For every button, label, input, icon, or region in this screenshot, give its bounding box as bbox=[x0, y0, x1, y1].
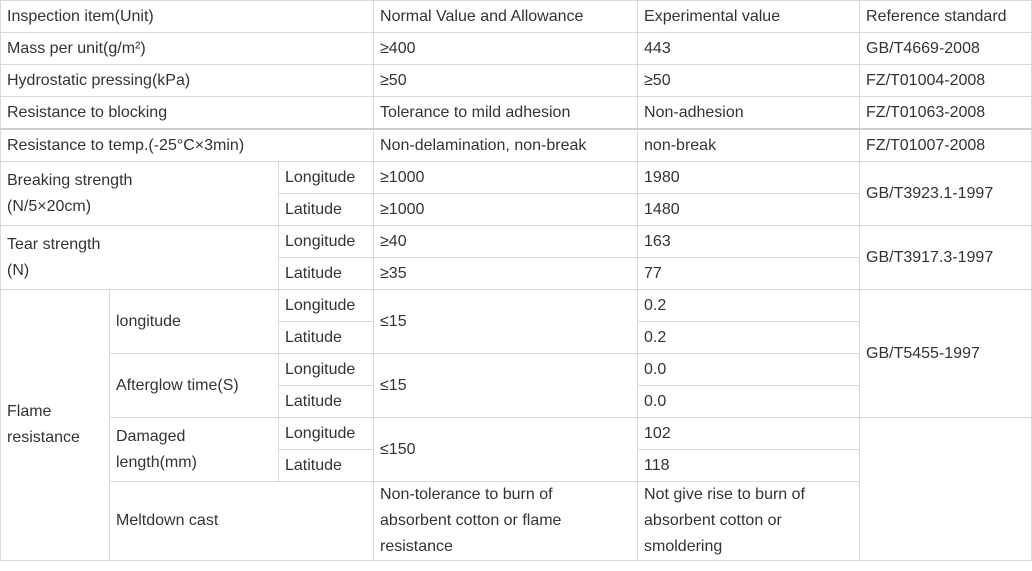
temp-value: non-break bbox=[637, 128, 861, 162]
breaking-normal-latitude: ≥1000 bbox=[373, 193, 639, 226]
blocking-standard: FZ/T01063-2008 bbox=[859, 96, 1032, 130]
temp-label: Resistance to temp.(-25°C×3min) bbox=[0, 128, 375, 162]
damaged-label: Damaged length(mm) bbox=[109, 417, 279, 482]
afterglow-value-1: 0.0 bbox=[637, 353, 861, 386]
breaking-label: Breaking strength (N/5×20cm) bbox=[0, 161, 279, 226]
tear-row-longitude: Tear strength (N) Longitude ≥40 163 GB/T… bbox=[0, 225, 1032, 290]
meltdown-normal-line2: absorbent cotton or flame bbox=[380, 512, 562, 529]
header-experimental-value: Experimental value bbox=[637, 0, 861, 33]
blocking-label: Resistance to blocking bbox=[0, 96, 375, 130]
tear-label-line2: (N) bbox=[7, 261, 30, 279]
breaking-label-line2: (N/5×20cm) bbox=[7, 197, 92, 215]
flame-longitude-dir-1: Longitude bbox=[277, 289, 375, 322]
flame-longitude-row-2: Latitude 0.2 bbox=[1, 321, 1032, 354]
damaged-normal: ≤150 bbox=[373, 417, 639, 482]
breaking-dir-latitude: Latitude bbox=[277, 193, 375, 226]
header-inspection-item: Inspection item(Unit) bbox=[0, 0, 375, 33]
afterglow-row-1: Afterglow time(S) Longitude ≤15 0.0 bbox=[1, 353, 1032, 418]
afterglow-row-2: Latitude 0.0 bbox=[1, 385, 1032, 418]
breaking-value-latitude: 1480 bbox=[637, 193, 861, 226]
flame-longitude-row-1: Flame resistance longitude Longitude ≤15… bbox=[0, 289, 1032, 561]
flame-longitude-value-2: 0.2 bbox=[637, 321, 861, 354]
afterglow-normal: ≤15 bbox=[373, 353, 639, 418]
tear-normal-longitude: ≥40 bbox=[373, 225, 639, 258]
damaged-value-1: 102 bbox=[637, 417, 861, 450]
blocking-normal: Tolerance to mild adhesion bbox=[373, 96, 639, 130]
meltdown-value-line1: Not give rise to burn of bbox=[644, 486, 805, 503]
flame-longitude-normal: ≤15 bbox=[373, 289, 639, 354]
breaking-row-longitude: Breaking strength (N/5×20cm) Longitude ≥… bbox=[0, 161, 1032, 226]
meltdown-value-line2: absorbent cotton or bbox=[644, 512, 782, 529]
breaking-standard: GB/T3923.1-1997 bbox=[859, 161, 1032, 226]
hydro-standard: FZ/T01004-2008 bbox=[859, 64, 1032, 97]
flame-standard-empty bbox=[859, 417, 1032, 561]
tear-normal-latitude: ≥35 bbox=[373, 257, 639, 290]
header-normal-value: Normal Value and Allowance bbox=[373, 0, 639, 33]
flame-longitude-value-1: 0.2 bbox=[637, 289, 861, 322]
damaged-row-2: Latitude 118 bbox=[1, 449, 1032, 482]
meltdown-value: Not give rise to burn of absorbent cotto… bbox=[637, 481, 861, 561]
header-row: Inspection item(Unit) Normal Value and A… bbox=[0, 0, 1032, 33]
breaking-dir-longitude: Longitude bbox=[277, 161, 375, 194]
meltdown-label: Meltdown cast bbox=[108, 481, 375, 561]
breaking-label-line1: Breaking strength bbox=[7, 171, 133, 189]
hydro-label: Hydrostatic pressing(kPa) bbox=[0, 64, 375, 97]
meltdown-normal-line1: Non-tolerance to burn of bbox=[380, 486, 553, 503]
flame-label: Flame resistance bbox=[0, 289, 110, 561]
mass-row: Mass per unit(g/m²) ≥400 443 GB/T4669-20… bbox=[0, 32, 1032, 65]
tear-row-latitude: Latitude ≥35 77 bbox=[1, 257, 1032, 290]
tear-value-longitude: 163 bbox=[637, 225, 861, 258]
tear-label: Tear strength (N) bbox=[0, 225, 279, 290]
mass-label: Mass per unit(g/m²) bbox=[0, 32, 375, 65]
tear-standard: GB/T3917.3-1997 bbox=[859, 225, 1032, 290]
hydro-row: Hydrostatic pressing(kPa) ≥50 ≥50 FZ/T01… bbox=[0, 64, 1032, 97]
breaking-normal-longitude: ≥1000 bbox=[373, 161, 639, 194]
flame-standard: GB/T5455-1997 bbox=[859, 289, 1032, 418]
afterglow-dir-2: Latitude bbox=[277, 385, 375, 418]
tear-dir-latitude: Latitude bbox=[277, 257, 375, 290]
temp-normal: Non-delamination, non-break bbox=[373, 128, 639, 162]
breaking-row-latitude: Latitude ≥1000 1480 bbox=[1, 193, 1032, 226]
blocking-value: Non-adhesion bbox=[637, 96, 861, 130]
breaking-value-longitude: 1980 bbox=[637, 161, 861, 194]
tear-label-line1: Tear strength bbox=[7, 235, 101, 253]
mass-value: 443 bbox=[637, 32, 861, 65]
afterglow-label: Afterglow time(S) bbox=[109, 353, 279, 418]
meltdown-row: Meltdown cast Non-tolerance to burn of a… bbox=[1, 481, 1032, 561]
temp-row: Resistance to temp.(-25°C×3min) Non-dela… bbox=[0, 128, 1032, 162]
hydro-normal: ≥50 bbox=[373, 64, 639, 97]
flame-label-line2: resistance bbox=[7, 429, 80, 446]
flame-longitude-label: longitude bbox=[109, 289, 279, 354]
temp-standard: FZ/T01007-2008 bbox=[859, 128, 1032, 162]
mass-normal: ≥400 bbox=[373, 32, 639, 65]
meltdown-value-line3: smoldering bbox=[644, 538, 723, 555]
mass-standard: GB/T4669-2008 bbox=[859, 32, 1032, 65]
damaged-label-line2: length(mm) bbox=[116, 453, 197, 471]
flame-longitude-dir-2: Latitude bbox=[277, 321, 375, 354]
damaged-row-1: Damaged length(mm) Longitude ≤150 102 bbox=[1, 417, 1032, 561]
blocking-row: Resistance to blocking Tolerance to mild… bbox=[0, 96, 1032, 130]
afterglow-value-2: 0.0 bbox=[637, 385, 861, 418]
afterglow-dir-1: Longitude bbox=[277, 353, 375, 386]
meltdown-normal: Non-tolerance to burn of absorbent cotto… bbox=[373, 481, 639, 561]
damaged-value-2: 118 bbox=[637, 449, 861, 482]
meltdown-normal-line3: resistance bbox=[380, 538, 453, 555]
damaged-dir-1: Longitude bbox=[277, 417, 375, 450]
tear-value-latitude: 77 bbox=[637, 257, 861, 290]
flame-label-line1: Flame bbox=[7, 403, 52, 420]
header-reference-standard: Reference standard bbox=[859, 0, 1032, 33]
damaged-label-line1: Damaged bbox=[116, 427, 186, 445]
damaged-dir-2: Latitude bbox=[277, 449, 375, 482]
hydro-value: ≥50 bbox=[637, 64, 861, 97]
tear-dir-longitude: Longitude bbox=[277, 225, 375, 258]
